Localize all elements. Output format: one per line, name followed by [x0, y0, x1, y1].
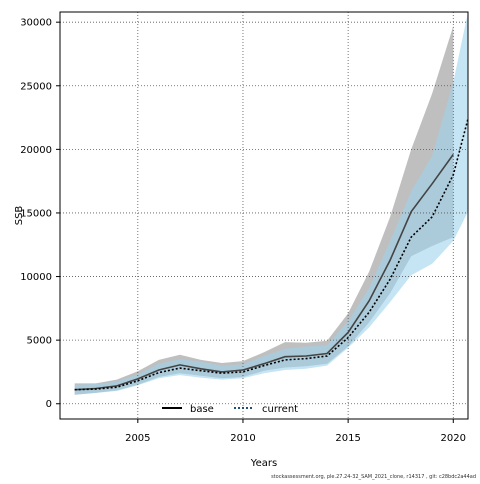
y-tick-label-20000: 20000: [20, 145, 52, 156]
x-axis: 2005 2010 2015 2020: [125, 419, 466, 444]
x-tick-label-2005: 2005: [125, 433, 150, 444]
plot-frame: [59, 11, 469, 420]
legend-label-current: current: [262, 404, 298, 415]
y-tick-label-10000: 10000: [20, 272, 52, 283]
y-tick-label-30000: 30000: [20, 18, 52, 29]
series-lines: [74, 118, 468, 391]
y-tick-label-25000: 25000: [20, 81, 52, 92]
y-axis: 0 5000 10000 15000 20000 25000 30000: [20, 18, 60, 410]
confidence-bands: [74, 12, 468, 395]
legend: base current: [162, 404, 298, 415]
footer-note: stockassessment.org, ple.27.24-32_SAM_20…: [271, 474, 476, 480]
x-tick-label-2020: 2020: [441, 433, 466, 444]
grid-lines: [60, 12, 468, 419]
line-current: [74, 118, 468, 391]
line-base: [74, 153, 454, 391]
band-current: [74, 12, 468, 395]
x-axis-label: Years: [250, 458, 277, 469]
x-tick-label-2010: 2010: [230, 433, 255, 444]
y-axis-label: SSB: [14, 206, 25, 226]
y-tick-label-15000: 15000: [20, 208, 52, 219]
band-base: [74, 26, 454, 395]
legend-label-base: base: [190, 404, 214, 415]
y-tick-label-0: 0: [46, 399, 52, 410]
x-tick-label-2015: 2015: [335, 433, 360, 444]
y-tick-label-5000: 5000: [27, 336, 52, 347]
